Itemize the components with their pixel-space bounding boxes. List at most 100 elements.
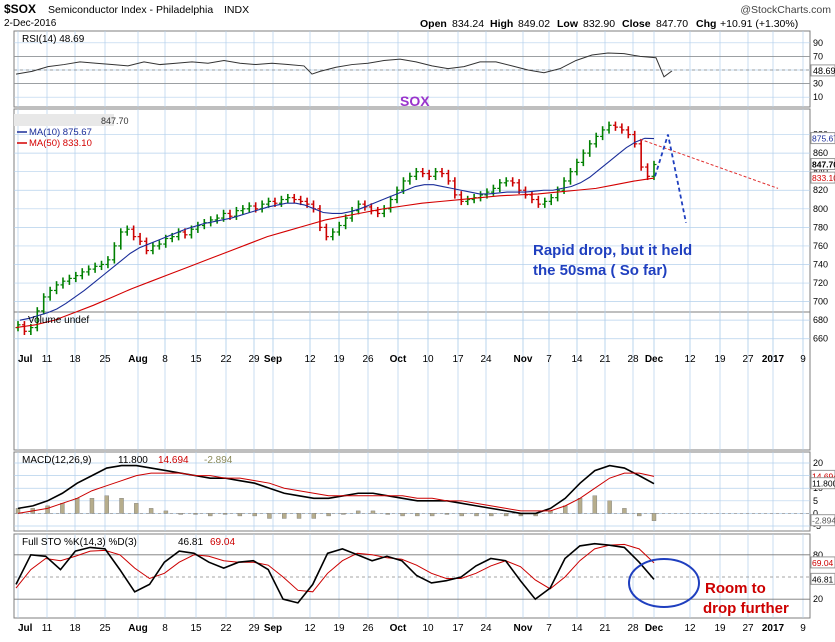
high-value: 849.02 xyxy=(518,18,550,30)
price-tick-label: 660 xyxy=(813,334,828,344)
macd-hist-bar xyxy=(267,513,271,518)
macd-hist-bar xyxy=(430,513,434,516)
x-tick-label-top: 10 xyxy=(422,354,434,365)
x-tick-label-bottom: 28 xyxy=(627,623,639,634)
macd-hist-bar xyxy=(105,496,109,514)
macd-hist-bar xyxy=(341,513,345,514)
macd-hist-bar xyxy=(386,513,390,514)
grid-layer: 1030507090660680700720740760780800820840… xyxy=(14,31,828,618)
macd-tick-label: 20 xyxy=(813,458,823,468)
x-tick-label-bottom: 8 xyxy=(162,623,168,634)
x-tick-label-bottom: 18 xyxy=(69,623,81,634)
open-value: 834.24 xyxy=(452,18,484,30)
macd-last-value: -2.894 xyxy=(812,516,835,526)
macd-hist-bar xyxy=(652,513,656,520)
x-tick-label-bottom: 19 xyxy=(333,623,345,634)
macd-hist-bar xyxy=(460,513,464,516)
x-tick-label-bottom: Jul xyxy=(18,623,33,634)
macd-hist-bar xyxy=(134,503,138,513)
price-tick-label: 760 xyxy=(813,241,828,251)
rsi-tick-label: 90 xyxy=(813,38,823,48)
x-tick-label-top: 12 xyxy=(684,354,696,365)
macd-hist-bar xyxy=(327,513,331,516)
chart-header: $SOX Semiconductor Index - Philadelphia … xyxy=(4,2,831,30)
macd-hist-bar xyxy=(371,511,375,514)
x-tick-label-top: 2017 xyxy=(762,354,785,365)
macd-name: MACD(12,26,9) xyxy=(22,455,91,466)
x-tick-label-top: 9 xyxy=(800,354,806,365)
price-tick-label: 700 xyxy=(813,297,828,307)
x-tick-label-top: 12 xyxy=(304,354,316,365)
close-value: 847.70 xyxy=(656,18,688,30)
macd-hist-bar xyxy=(208,513,212,516)
sox-label: SOX xyxy=(400,93,430,109)
sto-last-value: 46.81 xyxy=(812,574,834,584)
x-tick-label-top: Oct xyxy=(390,354,407,365)
low-label: Low xyxy=(557,18,579,30)
rsi-tick-label: 30 xyxy=(813,79,823,89)
annotation-line-2: the 50sma ( So far) xyxy=(533,262,667,279)
macd-hist-bar xyxy=(60,503,64,513)
macd-last-value: 11.800 xyxy=(812,479,835,489)
x-tick-label-bottom: 17 xyxy=(452,623,464,634)
volume-title: Volume undef xyxy=(28,315,89,326)
sto-last-value: 69.04 xyxy=(812,558,834,568)
x-tick-label-bottom: 25 xyxy=(99,623,111,634)
x-tick-label-top: 29 xyxy=(248,354,260,365)
macd-hist-value: -2.894 xyxy=(204,455,233,466)
price-last-box-text: 847.70 xyxy=(812,160,835,170)
x-tick-label-top: 8 xyxy=(162,354,168,365)
x-tick-label-top: 11 xyxy=(42,354,53,365)
chg-value: +10.91 (+1.30%) xyxy=(720,18,798,30)
macd-hist-bar xyxy=(46,506,50,514)
x-tick-label-top: 25 xyxy=(99,354,111,365)
macd-hist-bar xyxy=(282,513,286,518)
macd-value: 11.800 xyxy=(118,455,148,466)
price-tick-label: 800 xyxy=(813,204,828,214)
x-tick-label-top: 22 xyxy=(220,354,232,365)
ma10-legend-value: 875.67 xyxy=(63,127,92,138)
x-tick-label-top: 7 xyxy=(546,354,552,365)
symbol: $SOX xyxy=(4,2,36,16)
macd-hist-bar xyxy=(90,498,94,513)
x-tick-label-top: Jul xyxy=(18,354,33,365)
x-tick-label-top: 15 xyxy=(190,354,202,365)
ma50-last-box-text: 833.10 xyxy=(812,173,835,183)
rsi-tick-label: 70 xyxy=(813,51,823,61)
x-tick-label-bottom: 15 xyxy=(190,623,202,634)
macd-hist-bar xyxy=(164,511,168,514)
x-tick-label-bottom: 22 xyxy=(220,623,232,634)
x-tick-label-bottom: 29 xyxy=(248,623,260,634)
x-tick-label-top: Nov xyxy=(514,354,533,365)
x-tick-label-bottom: 9 xyxy=(800,623,806,634)
macd-hist-bar xyxy=(504,513,508,516)
open-label: Open xyxy=(420,18,447,30)
x-tick-label-top: 27 xyxy=(742,354,754,365)
x-tick-label-top: Dec xyxy=(645,354,664,365)
index-name: Semiconductor Index - Philadelphia xyxy=(48,4,213,16)
sto-d-value: 69.04 xyxy=(210,537,235,548)
macd-hist-bar xyxy=(356,511,360,514)
high-label: High xyxy=(490,18,513,30)
rsi-title: RSI(14) 48.69 xyxy=(22,34,85,45)
macd-hist-bar xyxy=(223,513,227,514)
annotation-line-1: Rapid drop, but it held xyxy=(533,242,692,259)
x-tick-label-top: 19 xyxy=(333,354,345,365)
ma50-legend: MA(50) 833.10 xyxy=(29,138,92,149)
x-tick-label-top: 26 xyxy=(362,354,374,365)
x-tick-label-bottom: Sep xyxy=(264,623,282,634)
x-tick-label-bottom: 14 xyxy=(571,623,583,634)
macd-hist-bar xyxy=(637,513,641,516)
ohlc-summary: Open 834.24 High 849.02 Low 832.90 Close… xyxy=(420,18,798,30)
x-tick-label-bottom: 11 xyxy=(42,623,53,634)
macd-hist-bar xyxy=(238,513,242,516)
x-tick-label-top: 28 xyxy=(627,354,639,365)
x-tick-label-top: Sep xyxy=(264,354,282,365)
price-tick-label: 720 xyxy=(813,278,828,288)
price-tick-label: 740 xyxy=(813,259,828,269)
sto-annotation-line-2: drop further xyxy=(703,600,789,617)
macd-hist-bar xyxy=(593,496,597,514)
x-tick-label-top: Aug xyxy=(128,354,147,365)
x-tick-label-bottom: Dec xyxy=(645,623,664,634)
